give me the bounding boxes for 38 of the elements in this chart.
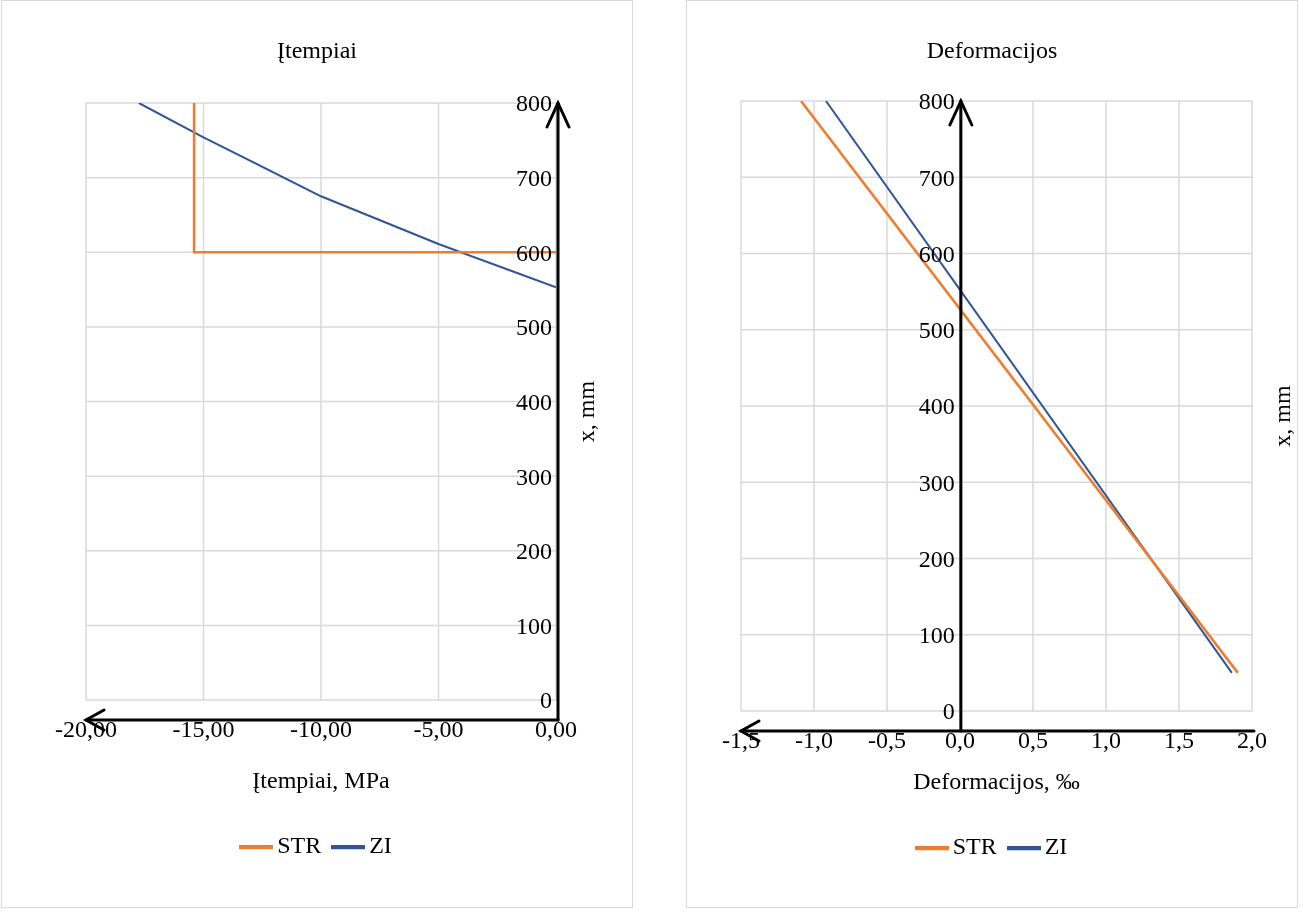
x-tick-label: 2,0 <box>1237 727 1267 754</box>
x-tick-label: 1,0 <box>1091 727 1121 754</box>
x-tick-label: 0,00 <box>535 716 577 743</box>
y-axis-title: x, mm <box>1269 385 1295 447</box>
chart-title: Įtempiai <box>276 37 358 64</box>
y-tick-label: 800 <box>918 88 955 115</box>
y-tick-label: 300 <box>516 463 552 490</box>
x-tick-label: -15,00 <box>172 716 235 743</box>
y-tick-label: 300 <box>918 469 955 496</box>
y-tick-label: 700 <box>516 165 552 192</box>
x-axis-title: Deformacijos, ‰ <box>913 768 1080 794</box>
y-tick-label: 0 <box>540 687 552 714</box>
y-tick-label: 100 <box>918 622 955 649</box>
legend-label: STR <box>277 831 322 858</box>
y-tick-label: 400 <box>516 388 552 415</box>
legend-label: STR <box>952 832 997 859</box>
x-tick-label: 1,5 <box>1164 727 1194 754</box>
y-tick-label: 0 <box>942 698 955 725</box>
legend-label: ZI <box>369 831 392 858</box>
y-tick-label: 800 <box>516 90 552 117</box>
y-tick-label: 100 <box>516 612 552 639</box>
y-axis-title: x, mm <box>573 380 599 443</box>
x-tick-label: -0,5 <box>868 727 906 754</box>
x-tick-label: 0,0 <box>945 727 975 754</box>
y-tick-label: 500 <box>516 314 552 341</box>
legend-label: ZI <box>1044 832 1068 859</box>
y-tick-label: 700 <box>918 164 955 191</box>
x-tick-label: 0,5 <box>1018 727 1048 754</box>
x-tick-label: -20,00 <box>55 716 117 743</box>
x-tick-label: -10,00 <box>290 716 352 743</box>
chart-title: Deformacijos <box>925 37 1059 64</box>
y-tick-label: 500 <box>918 317 955 344</box>
x-tick-label: -5,00 <box>413 716 464 743</box>
y-tick-label: 200 <box>918 545 955 572</box>
x-axis-title: Įtempiai, MPa <box>252 767 390 793</box>
x-tick-label: -1,0 <box>795 727 833 754</box>
y-tick-label: 400 <box>918 393 955 420</box>
y-tick-label: 200 <box>516 538 552 565</box>
